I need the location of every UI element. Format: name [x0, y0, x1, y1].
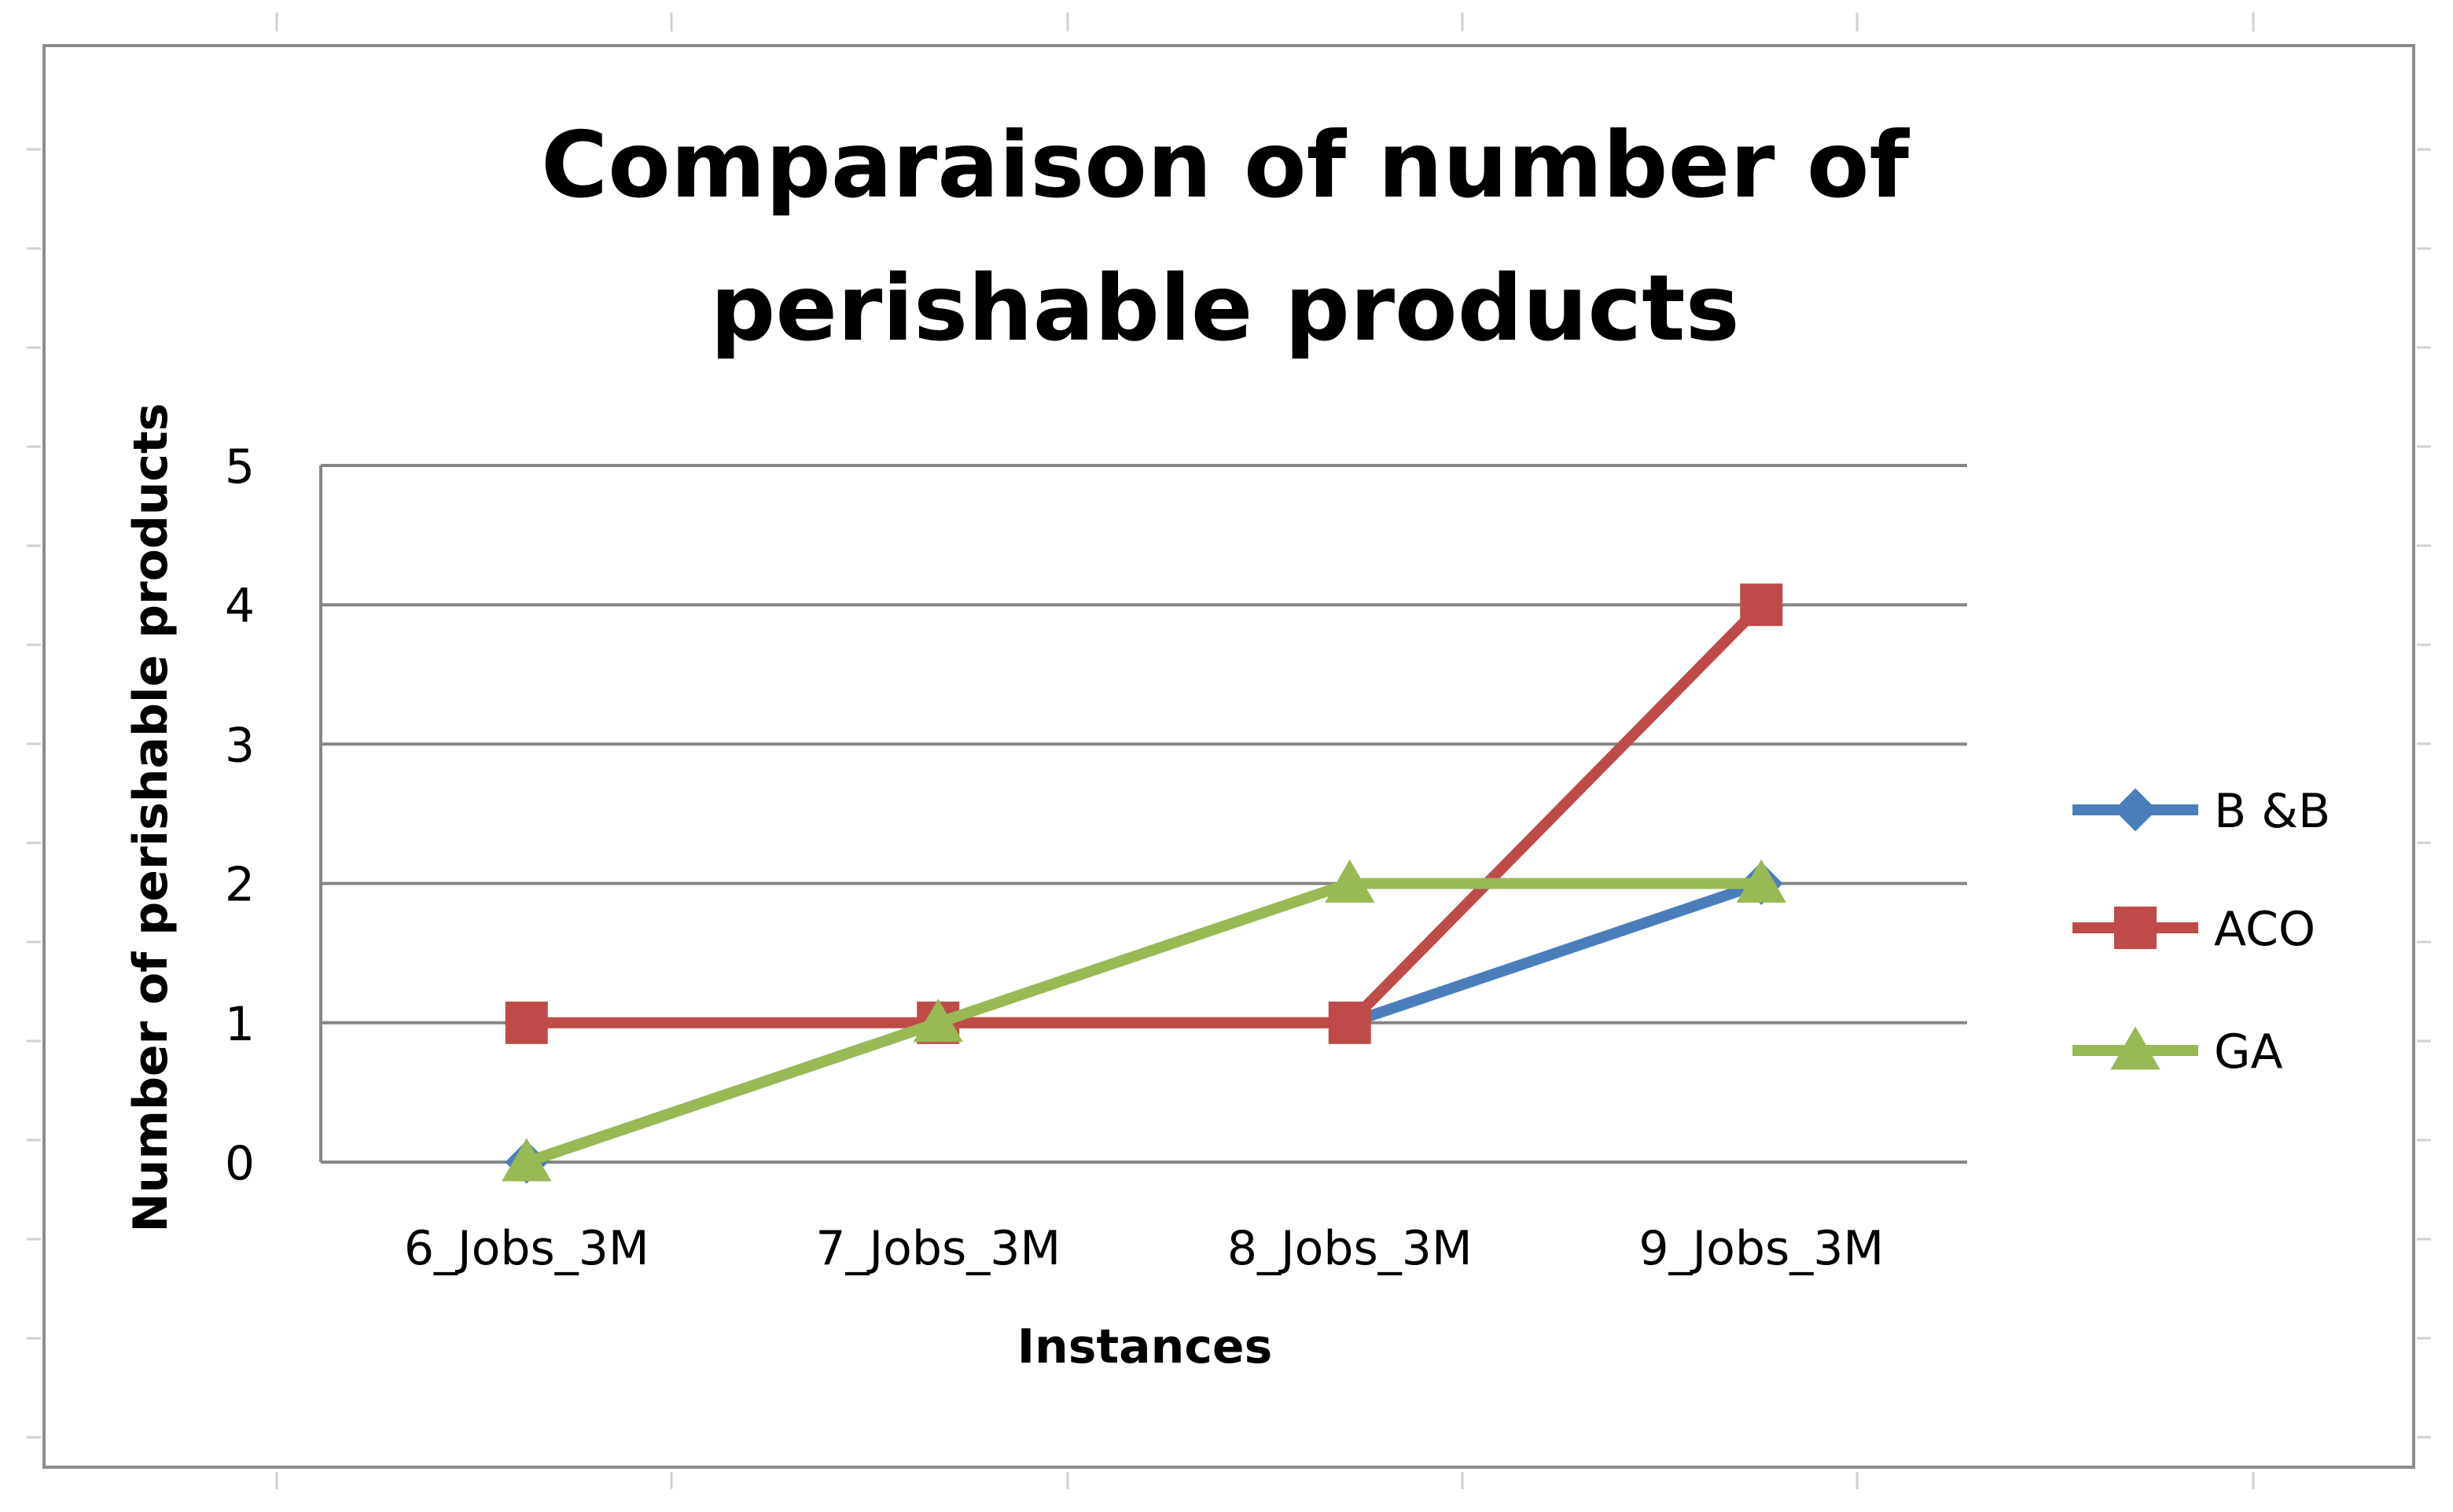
marker-diamond [2113, 788, 2157, 832]
y-tick-label: 4 [225, 579, 255, 634]
x-tick-label: 6_Jobs_3M [404, 1221, 649, 1276]
legend-label: GA [2214, 1025, 2283, 1080]
series-layer [502, 583, 1786, 1184]
x-axis-title: Instances [1017, 1319, 1273, 1374]
chart-title-line-1: Comparaison of number of [541, 112, 1911, 219]
y-tick-label: 1 [225, 997, 255, 1052]
legend: B &B ACO GA [2072, 784, 2330, 1080]
y-tick-labels: 0 1 2 3 4 5 [225, 440, 255, 1191]
sheet-ticks [27, 13, 2431, 1489]
marker-square [2114, 907, 2157, 949]
y-tick-label: 3 [225, 718, 255, 773]
marker-triangle [2110, 1026, 2161, 1070]
legend-label: ACO [2214, 902, 2315, 957]
y-tick-label: 2 [225, 858, 255, 913]
y-axis-title: Number of perishable products [123, 403, 178, 1233]
chart-area-border [42, 44, 2415, 1469]
legend-label: B &B [2214, 784, 2330, 839]
marker-triangle [502, 1138, 552, 1182]
series-2 [502, 859, 1786, 1182]
x-tick-label: 9_Jobs_3M [1638, 1221, 1884, 1276]
series-1 [505, 583, 1783, 1044]
marker-square [505, 1001, 548, 1044]
legend-item: B &B [2072, 784, 2330, 839]
marker-square [1328, 1001, 1371, 1044]
x-tick-label: 8_Jobs_3M [1227, 1221, 1473, 1276]
series-line [520, 877, 1767, 1168]
chart-title-line-2: perishable products [710, 256, 1739, 362]
x-tick-labels: 6_Jobs_3M 7_Jobs_3M 8_Jobs_3M 9_Jobs_3M [404, 1221, 1884, 1276]
marker-triangle [1736, 859, 1786, 903]
marker-square [1740, 583, 1783, 627]
marker-triangle [1325, 859, 1375, 903]
y-tick-label: 0 [225, 1136, 255, 1191]
marker-triangle [913, 999, 963, 1043]
y-tick-label: 5 [225, 440, 255, 495]
series-line [520, 599, 1767, 1028]
x-tick-label: 7_Jobs_3M [815, 1221, 1061, 1276]
legend-item: ACO [2072, 902, 2315, 957]
legend-item: GA [2072, 1025, 2283, 1080]
